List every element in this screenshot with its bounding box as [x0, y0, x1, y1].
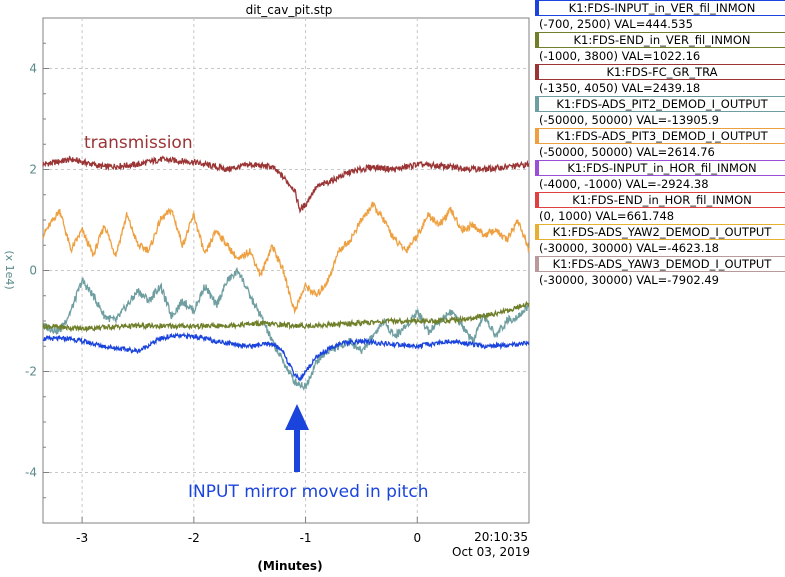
grid-lines	[43, 18, 529, 523]
y-tick-label: 2	[29, 163, 37, 177]
series-group	[42, 155, 530, 391]
y-tick-label: -2	[25, 365, 37, 379]
legend-range-value: (-1000, 3800) VAL=1022.16	[539, 49, 701, 63]
x-tick-label: -1	[300, 531, 312, 545]
legend-channel-name: K1:FDS-ADS_PIT2_DEMOD_I_OUTPUT	[535, 96, 785, 112]
legend-channel-name: K1:FDS-FC_GR_TRA	[535, 64, 785, 80]
legend-entry[interactable]: K1:FDS-ADS_PIT3_DEMOD_I_OUTPUT (-50000, 5…	[533, 128, 785, 160]
series-line-5	[42, 331, 530, 382]
legend-channel-name: K1:FDS-ADS_YAW2_DEMOD_I_OUTPUT	[535, 224, 785, 240]
legend-entry[interactable]: K1:FDS-INPUT_in_VER_fil_INMON (-700, 2500…	[533, 0, 785, 32]
legend-range-value: (-30000, 30000) VAL=-4623.18	[539, 241, 720, 255]
transmission-annotation: transmission	[84, 133, 193, 153]
legend-channel-name: K1:FDS-INPUT_in_HOR_fil_INMON	[535, 160, 785, 176]
timestamp-date: Oct 03, 2019	[452, 545, 530, 559]
legend-channel-name: K1:FDS-END_in_HOR_fil_INMON	[535, 192, 785, 208]
legend-entry[interactable]: K1:FDS-ADS_YAW3_DEMOD_I_OUTPUT (-30000, 3…	[533, 256, 785, 288]
x-tick-label: -3	[76, 531, 88, 545]
legend-range-value: (-4000, -1000) VAL=-2924.38	[539, 177, 709, 191]
y-tick-label: 4	[29, 62, 37, 76]
legend-entry[interactable]: K1:FDS-FC_GR_TRA (-1350, 4050) VAL=2439.1…	[533, 64, 785, 96]
timestamp-time: 20:10:35	[474, 530, 528, 544]
y-tick-label: -4	[25, 466, 37, 480]
x-tick-label: -2	[188, 531, 200, 545]
legend-entry[interactable]: K1:FDS-INPUT_in_HOR_fil_INMON (-4000, -10…	[533, 160, 785, 192]
y-axis-label: (x 1e4)	[3, 250, 16, 289]
legend-entry[interactable]: K1:FDS-END_in_HOR_fil_INMON (0, 1000) VAL…	[533, 192, 785, 224]
legend-channel-name: K1:FDS-END_in_VER_fil_INMON	[535, 32, 785, 48]
y-tick-label: 0	[29, 264, 37, 278]
legend: K1:FDS-INPUT_in_VER_fil_INMON (-700, 2500…	[533, 0, 785, 288]
x-axis-label: (Minutes)	[257, 559, 322, 573]
legend-channel-name: K1:FDS-INPUT_in_VER_fil_INMON	[535, 0, 785, 16]
legend-range-value: (-30000, 30000) VAL=-7902.49	[539, 273, 720, 287]
input-mirror-annotation: INPUT mirror moved in pitch	[188, 482, 428, 502]
chart-title: dit_cav_pit.stp	[246, 3, 333, 17]
legend-range-value: (-50000, 50000) VAL=-13905.9	[539, 113, 720, 127]
legend-channel-name: K1:FDS-ADS_YAW3_DEMOD_I_OUTPUT	[535, 256, 785, 272]
series-line-2	[42, 201, 530, 315]
legend-range-value: (0, 1000) VAL=661.748	[539, 209, 675, 223]
legend-range-value: (-50000, 50000) VAL=2614.76	[539, 145, 715, 159]
legend-entry[interactable]: K1:FDS-END_in_VER_fil_INMON (-1000, 3800)…	[533, 32, 785, 64]
series-line-3	[42, 266, 530, 391]
legend-entry[interactable]: K1:FDS-ADS_PIT2_DEMOD_I_OUTPUT (-50000, 5…	[533, 96, 785, 128]
legend-range-value: (-700, 2500) VAL=444.535	[539, 17, 693, 31]
axis-ticks: -3 -2 -1 0 -4 -2 0 2 4	[25, 42, 421, 545]
x-tick-label: 0	[413, 531, 421, 545]
legend-channel-name: K1:FDS-ADS_PIT3_DEMOD_I_OUTPUT	[535, 128, 785, 144]
series-line-4	[42, 300, 530, 333]
legend-entry[interactable]: K1:FDS-ADS_YAW2_DEMOD_I_OUTPUT (-30000, 3…	[533, 224, 785, 256]
series-line-1	[42, 155, 530, 214]
annotation-arrow	[285, 404, 309, 472]
legend-range-value: (-1350, 4050) VAL=2439.18	[539, 81, 701, 95]
